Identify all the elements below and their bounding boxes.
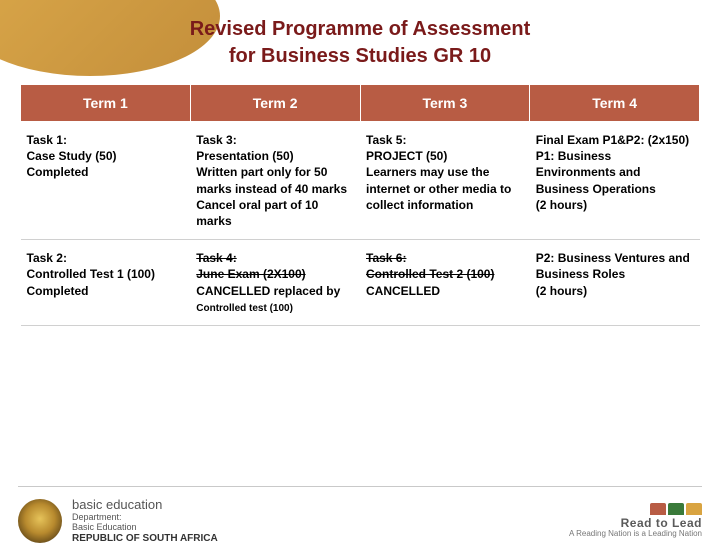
strike-text: June Exam (2X100)	[196, 267, 305, 281]
col-term2: Term 2	[190, 85, 360, 122]
cell-r1c2: Task 3:Presentation (50)Written part onl…	[190, 122, 360, 240]
assessment-table: Term 1 Term 2 Term 3 Term 4 Task 1: Case…	[20, 84, 700, 326]
col-term3: Term 3	[360, 85, 530, 122]
footer-divider	[18, 486, 702, 487]
cell-r1c3: Task 5: PROJECT (50)Learners may use the…	[360, 122, 530, 240]
dept-name: basic education	[72, 498, 218, 512]
col-term1: Term 1	[21, 85, 191, 122]
table-row: Task 1: Case Study (50)Completed Task 3:…	[21, 122, 700, 240]
cell-r2c4: P2: Business Ventures and Business Roles…	[530, 240, 700, 326]
assessment-table-wrap: Term 1 Term 2 Term 3 Term 4 Task 1: Case…	[20, 84, 700, 326]
coat-of-arms-icon	[18, 499, 62, 543]
title-line2: for Business Studies GR 10	[229, 45, 491, 67]
dept-country: REPUBLIC OF SOUTH AFRICA	[72, 533, 218, 544]
strike-text: Controlled Test 2 (100)	[366, 267, 494, 281]
page-title: Revised Programme of Assessment for Busi…	[0, 16, 720, 70]
cell-r2c1: Task 2: Controlled Test 1 (100)Completed	[21, 240, 191, 326]
cell-small-text: Controlled test (100)	[196, 303, 293, 314]
read-to-lead-icon	[569, 503, 702, 515]
footer: basic education Department: Basic Educat…	[0, 486, 720, 556]
strike-text: Task 4:	[196, 251, 236, 265]
footer-right: Read to Lead A Reading Nation is a Leadi…	[569, 503, 702, 539]
strike-text: Task 6:	[366, 251, 406, 265]
cell-text: CANCELLED replaced by	[196, 284, 340, 298]
cell-r2c2: Task 4: June Exam (2X100) CANCELLED repl…	[190, 240, 360, 326]
table-header-row: Term 1 Term 2 Term 3 Term 4	[21, 85, 700, 122]
dept-sub: Basic Education	[72, 523, 218, 533]
cell-r1c4: Final Exam P1&P2: (2x150)P1: Business En…	[530, 122, 700, 240]
cell-r1c1: Task 1: Case Study (50)Completed	[21, 122, 191, 240]
table-row: Task 2: Controlled Test 1 (100)Completed…	[21, 240, 700, 326]
book-icon	[668, 503, 684, 515]
cell-text: CANCELLED	[366, 284, 440, 298]
department-block: basic education Department: Basic Educat…	[72, 498, 218, 543]
title-line1: Revised Programme of Assessment	[190, 18, 531, 40]
col-term4: Term 4	[530, 85, 700, 122]
book-icon	[650, 503, 666, 515]
rtl-subtitle: A Reading Nation is a Leading Nation	[569, 530, 702, 539]
cell-r2c3: Task 6: Controlled Test 2 (100) CANCELLE…	[360, 240, 530, 326]
footer-left: basic education Department: Basic Educat…	[18, 498, 218, 543]
book-icon	[686, 503, 702, 515]
